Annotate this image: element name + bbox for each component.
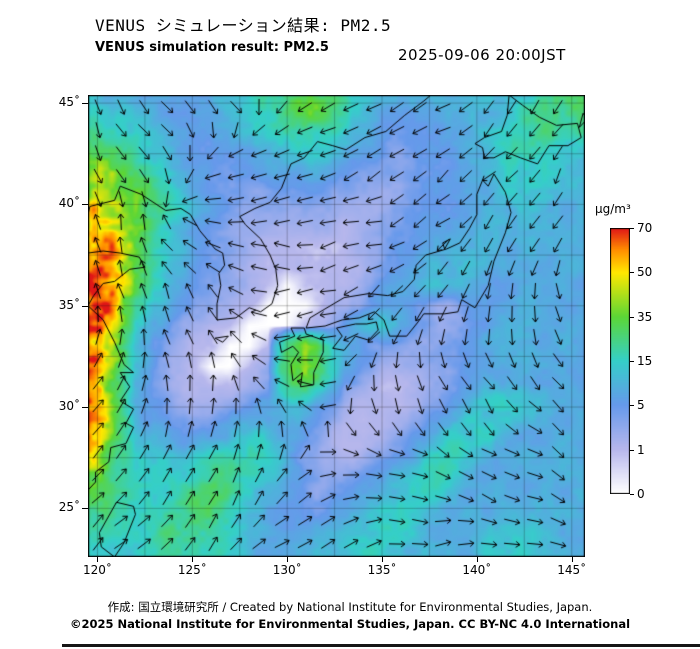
footer-credit: 作成: 国立環境研究所 / Created by National Instit… <box>107 600 593 614</box>
footer-license: ©2025 National Institute for Environment… <box>69 617 631 631</box>
x-tick-label: 135˚ <box>367 563 397 577</box>
colorbar-tick-label: 35 <box>637 309 653 324</box>
colorbar-tick-mark <box>630 272 634 274</box>
page-title-jp: VENUS シミュレーション結果: PM2.5 <box>95 16 392 35</box>
colorbar-tick-mark <box>630 228 634 229</box>
y-tick-label: 45˚ <box>58 95 80 110</box>
timestamp: 2025-09-06 20:00JST <box>398 46 566 64</box>
colorbar-tick-label: 1 <box>637 442 645 457</box>
pm25-map-canvas <box>88 95 585 557</box>
x-tick-mark <box>192 557 194 562</box>
x-tick-mark <box>382 557 384 562</box>
x-tick-label: 120˚ <box>83 563 112 577</box>
x-tick-label: 125˚ <box>177 563 207 577</box>
map-plot <box>88 95 585 557</box>
y-tick-label: 40˚ <box>58 196 80 211</box>
colorbar-tick-mark <box>630 361 634 362</box>
colorbar-tick-mark <box>630 494 634 495</box>
colorbar-tick-label: 5 <box>637 398 645 413</box>
page-title-en: VENUS simulation result: PM2.5 <box>95 40 329 55</box>
x-tick-label: 140˚ <box>462 563 492 577</box>
colorbar-tick-mark <box>630 449 634 451</box>
colorbar-tick-label: 70 <box>637 221 653 235</box>
x-tick-mark <box>97 557 99 562</box>
bottom-border <box>62 644 700 647</box>
colorbar-unit-label: µg/m³ <box>595 202 631 216</box>
colorbar <box>610 228 630 494</box>
x-tick-label: 130˚ <box>272 563 302 577</box>
x-tick-label: 145˚ <box>557 563 587 577</box>
x-tick-mark <box>287 557 289 562</box>
colorbar-tick-mark <box>630 316 634 318</box>
colorbar-tick-mark <box>630 405 634 407</box>
colorbar-tick-label: 50 <box>637 265 653 280</box>
colorbar-tick-label: 0 <box>637 487 645 501</box>
x-tick-mark <box>571 557 573 562</box>
x-tick-mark <box>476 557 478 562</box>
y-tick-label: 30˚ <box>58 399 80 414</box>
y-tick-label: 25˚ <box>58 500 80 515</box>
y-tick-label: 35˚ <box>58 297 80 312</box>
colorbar-tick-label: 15 <box>637 354 653 368</box>
